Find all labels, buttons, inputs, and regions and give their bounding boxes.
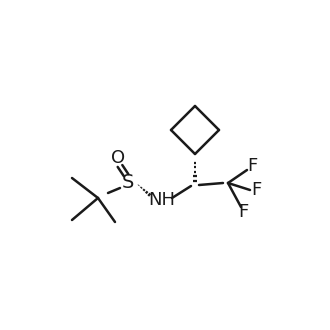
Text: F: F xyxy=(247,157,257,175)
Text: NH: NH xyxy=(148,191,176,209)
Text: O: O xyxy=(111,149,125,167)
Text: F: F xyxy=(238,203,248,221)
Text: F: F xyxy=(251,181,261,199)
Text: S: S xyxy=(122,174,134,192)
